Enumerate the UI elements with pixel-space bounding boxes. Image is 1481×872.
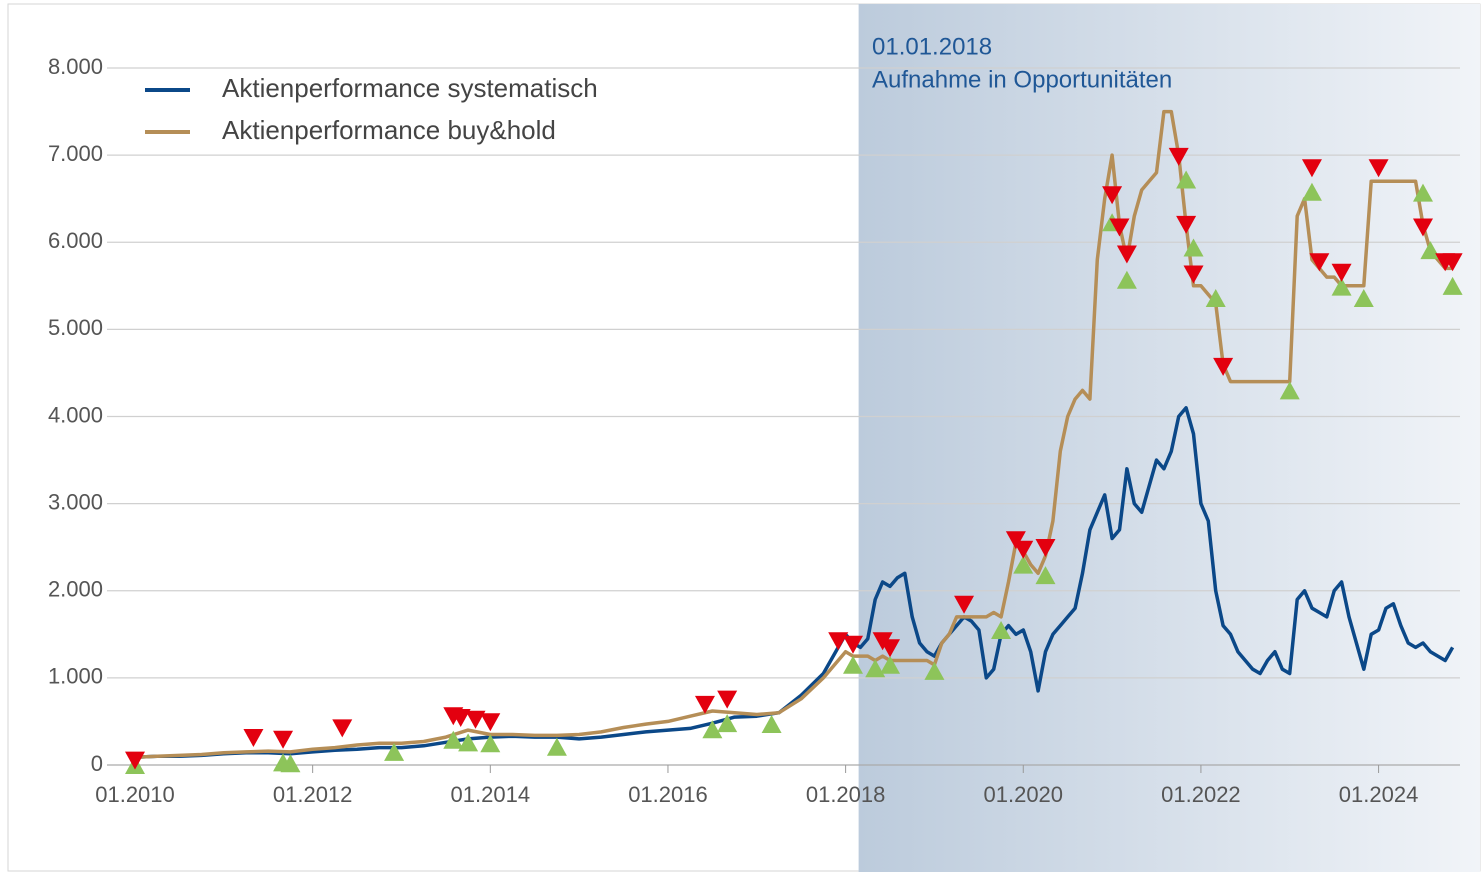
buy-signal [1183,238,1204,257]
y-tick-label: 0 [91,751,103,776]
sell-signal [1412,218,1433,237]
buy-signal [1205,289,1226,308]
x-tick-label: 01.2024 [1339,782,1419,807]
buy-signal [1176,170,1197,189]
annotation: Aufnahme in Opportunitäten [872,66,1172,93]
legend-label: Aktienperformance buy&hold [222,115,556,145]
sell-signal [828,632,849,651]
sell-signal [1102,186,1123,205]
y-tick-label: 4.000 [48,402,103,427]
buy-signal [761,715,782,734]
sell-signal [243,728,264,747]
sell-signal [1331,263,1352,282]
sell-signal [880,639,901,658]
buy-signal [1035,566,1056,585]
buy-signal [924,661,945,680]
x-tick-label: 01.2016 [628,782,708,807]
highlight-region [858,4,1480,872]
buy-signal [384,742,405,761]
sell-signal [843,635,864,654]
y-tick-label: 6.000 [48,228,103,253]
sell-signal [1176,215,1197,234]
sell-signal [717,690,738,709]
x-tick-label: 01.2020 [984,782,1064,807]
buy-signal [1116,270,1137,289]
buy-signal [717,714,738,733]
annotation: 01.01.2018 [872,33,992,60]
buy-signal [1013,555,1034,574]
buy-signal [546,737,567,756]
buy-signal [843,655,864,674]
y-tick-label: 2.000 [48,577,103,602]
sell-signal [465,710,486,729]
buy-signal [1301,182,1322,201]
sell-signal [332,719,353,738]
buy-signal [1442,276,1463,295]
sell-signal [125,751,145,770]
buy-signal [280,754,301,773]
buy-signal [1412,183,1433,202]
sell-signal [1301,159,1322,178]
buy-signal [1279,381,1300,400]
sell-signal [1183,265,1204,284]
buy-signal [865,659,886,678]
sell-signal [1168,147,1189,166]
sell-signal [1005,531,1026,550]
y-tick-label: 7.000 [48,141,103,166]
buy-signal [1353,289,1374,308]
x-tick-label: 01.2014 [451,782,531,807]
buy-signal [1331,277,1352,296]
line-series [134,109,1453,759]
sell-signal [1109,218,1130,237]
x-tick-label: 01.2022 [1161,782,1241,807]
sell-signal [1035,539,1056,558]
sell-signal [1013,540,1034,559]
sell-signal [1368,159,1389,178]
y-tick-label: 5.000 [48,315,103,340]
y-tick-label: 3.000 [48,489,103,514]
x-tick-label: 01.2010 [95,782,175,807]
sell-signal [694,695,715,714]
buy-signal [991,620,1012,639]
buy-signal [880,655,901,674]
buy-signal [702,720,723,739]
buy-signal [458,733,479,752]
sell-signal [954,595,975,614]
x-tick-label: 01.2012 [273,782,353,807]
sell-signal [1116,245,1137,264]
x-tick-label: 01.2018 [806,782,886,807]
sell-signal [1309,253,1330,272]
sell-signal [450,708,471,727]
sell-signal [1213,357,1234,376]
sell-signal [273,730,294,749]
buy-signal [1420,241,1441,260]
legend-label: Aktienperformance systematisch [222,73,598,103]
buy-signal [480,734,501,753]
y-tick-label: 8.000 [48,54,103,79]
sell-signal [1442,253,1463,272]
sell-signal [480,713,501,732]
y-tick-label: 1.000 [48,664,103,689]
buy-signal [443,730,464,749]
